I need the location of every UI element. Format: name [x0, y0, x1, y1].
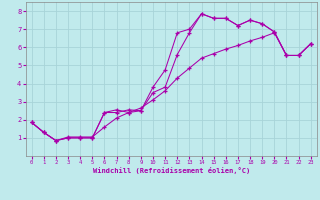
X-axis label: Windchill (Refroidissement éolien,°C): Windchill (Refroidissement éolien,°C) — [92, 167, 250, 174]
